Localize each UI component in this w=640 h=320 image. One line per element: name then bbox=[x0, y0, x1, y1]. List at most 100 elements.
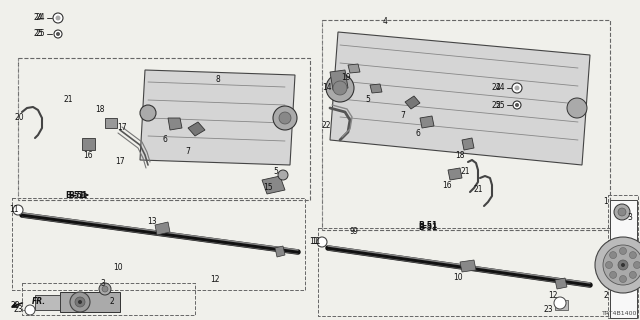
Circle shape bbox=[610, 271, 616, 278]
Text: 22: 22 bbox=[321, 121, 331, 130]
Circle shape bbox=[515, 103, 519, 107]
Text: 25: 25 bbox=[35, 29, 45, 38]
Text: 24: 24 bbox=[491, 84, 501, 92]
Text: B-51: B-51 bbox=[65, 191, 84, 201]
Text: 9: 9 bbox=[353, 228, 357, 236]
Circle shape bbox=[620, 247, 627, 254]
Text: 11: 11 bbox=[311, 237, 321, 246]
Circle shape bbox=[56, 15, 61, 20]
Text: 10: 10 bbox=[453, 274, 463, 283]
Circle shape bbox=[70, 292, 90, 312]
Text: 3: 3 bbox=[100, 279, 106, 289]
Text: 16: 16 bbox=[83, 150, 93, 159]
Text: 16: 16 bbox=[442, 180, 452, 189]
Circle shape bbox=[567, 98, 587, 118]
Circle shape bbox=[326, 74, 354, 102]
Circle shape bbox=[621, 263, 625, 267]
Text: 25: 25 bbox=[491, 100, 501, 109]
Text: 25: 25 bbox=[495, 100, 505, 109]
Circle shape bbox=[13, 205, 23, 215]
Circle shape bbox=[75, 297, 85, 307]
Polygon shape bbox=[405, 96, 420, 109]
Text: 11: 11 bbox=[309, 237, 319, 246]
Text: 3: 3 bbox=[628, 213, 632, 222]
Text: 8: 8 bbox=[216, 76, 220, 84]
Circle shape bbox=[634, 261, 640, 268]
Polygon shape bbox=[155, 222, 170, 235]
Polygon shape bbox=[420, 116, 434, 128]
Polygon shape bbox=[168, 118, 182, 130]
Polygon shape bbox=[370, 84, 382, 93]
Polygon shape bbox=[610, 200, 637, 318]
Text: 21: 21 bbox=[63, 95, 73, 105]
Circle shape bbox=[102, 286, 108, 292]
Circle shape bbox=[333, 81, 347, 95]
Text: 10: 10 bbox=[113, 263, 123, 273]
Circle shape bbox=[140, 105, 156, 121]
Circle shape bbox=[25, 305, 35, 315]
Circle shape bbox=[614, 204, 630, 220]
Text: 24: 24 bbox=[33, 13, 43, 22]
Text: 6: 6 bbox=[163, 135, 168, 145]
Text: 14: 14 bbox=[322, 84, 332, 92]
Circle shape bbox=[278, 170, 288, 180]
Polygon shape bbox=[462, 138, 474, 150]
Polygon shape bbox=[105, 118, 117, 128]
Text: 1: 1 bbox=[604, 197, 609, 206]
Polygon shape bbox=[555, 300, 568, 310]
Text: 5: 5 bbox=[273, 167, 278, 177]
Circle shape bbox=[618, 208, 626, 216]
Polygon shape bbox=[330, 32, 590, 165]
Circle shape bbox=[595, 237, 640, 293]
Polygon shape bbox=[188, 122, 205, 136]
Text: 12: 12 bbox=[211, 276, 220, 284]
Circle shape bbox=[56, 32, 60, 36]
Circle shape bbox=[317, 237, 327, 247]
Text: 7: 7 bbox=[186, 148, 191, 156]
Text: 24: 24 bbox=[35, 13, 45, 22]
Circle shape bbox=[629, 271, 636, 278]
Circle shape bbox=[512, 83, 522, 93]
Text: 12: 12 bbox=[548, 291, 557, 300]
Circle shape bbox=[78, 300, 82, 304]
Text: 19: 19 bbox=[341, 74, 351, 83]
Text: FR.: FR. bbox=[32, 298, 46, 307]
Polygon shape bbox=[140, 70, 295, 165]
Circle shape bbox=[279, 112, 291, 124]
Polygon shape bbox=[275, 246, 285, 257]
Text: 11: 11 bbox=[9, 205, 19, 214]
Polygon shape bbox=[460, 260, 476, 272]
Text: 4: 4 bbox=[383, 18, 387, 27]
Text: 24: 24 bbox=[495, 84, 505, 92]
Circle shape bbox=[273, 106, 297, 130]
Text: 6: 6 bbox=[415, 129, 420, 138]
Text: 13: 13 bbox=[147, 218, 157, 227]
Text: 5: 5 bbox=[365, 95, 371, 105]
Circle shape bbox=[603, 245, 640, 285]
Circle shape bbox=[618, 260, 628, 270]
Polygon shape bbox=[448, 168, 462, 180]
Text: 2: 2 bbox=[109, 298, 115, 307]
Text: 18: 18 bbox=[455, 150, 465, 159]
Polygon shape bbox=[262, 176, 285, 194]
Text: 23: 23 bbox=[13, 306, 23, 315]
Text: 7: 7 bbox=[401, 110, 405, 119]
Text: 17: 17 bbox=[117, 123, 127, 132]
Text: 17: 17 bbox=[115, 157, 125, 166]
Circle shape bbox=[53, 13, 63, 23]
Circle shape bbox=[515, 85, 520, 91]
Polygon shape bbox=[348, 64, 360, 73]
Circle shape bbox=[620, 276, 627, 283]
Text: 23: 23 bbox=[10, 300, 20, 309]
Text: TRT4B1400: TRT4B1400 bbox=[602, 311, 637, 316]
Circle shape bbox=[54, 30, 62, 38]
Text: 18: 18 bbox=[95, 106, 105, 115]
Circle shape bbox=[629, 252, 636, 259]
Text: 21: 21 bbox=[460, 167, 470, 177]
Circle shape bbox=[610, 252, 616, 259]
Polygon shape bbox=[555, 278, 567, 289]
Circle shape bbox=[513, 101, 521, 109]
Text: 20: 20 bbox=[14, 113, 24, 122]
Text: B-51: B-51 bbox=[68, 190, 88, 199]
Polygon shape bbox=[35, 295, 60, 310]
